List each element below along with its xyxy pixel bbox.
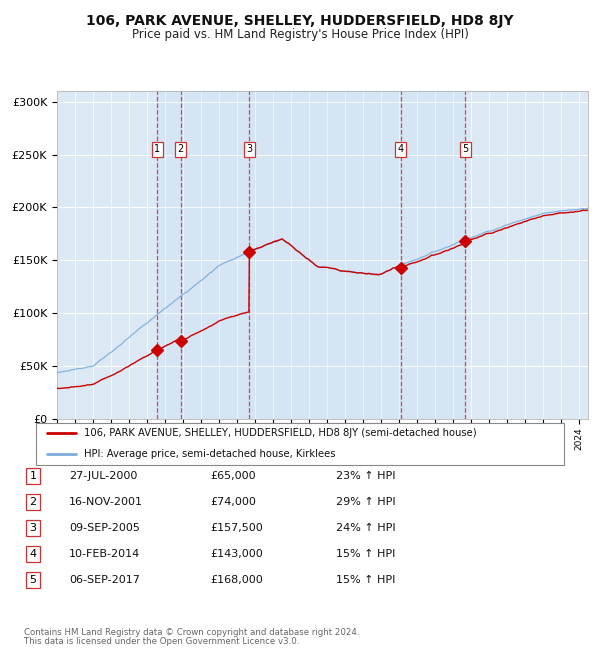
Bar xyxy=(250,91,401,419)
Text: 24% ↑ HPI: 24% ↑ HPI xyxy=(336,523,395,533)
Text: Price paid vs. HM Land Registry's House Price Index (HPI): Price paid vs. HM Land Registry's House … xyxy=(131,28,469,41)
Text: 16-NOV-2001: 16-NOV-2001 xyxy=(69,497,143,507)
Text: 23% ↑ HPI: 23% ↑ HPI xyxy=(336,471,395,481)
Text: 1: 1 xyxy=(29,471,37,481)
Text: 15% ↑ HPI: 15% ↑ HPI xyxy=(336,549,395,559)
Bar xyxy=(401,91,466,419)
Text: This data is licensed under the Open Government Licence v3.0.: This data is licensed under the Open Gov… xyxy=(24,637,299,646)
Text: 2: 2 xyxy=(178,144,184,154)
Bar xyxy=(157,91,181,419)
Text: 3: 3 xyxy=(247,144,253,154)
Text: 09-SEP-2005: 09-SEP-2005 xyxy=(69,523,140,533)
Text: Contains HM Land Registry data © Crown copyright and database right 2024.: Contains HM Land Registry data © Crown c… xyxy=(24,628,359,637)
Text: 5: 5 xyxy=(29,575,37,585)
Bar xyxy=(181,91,250,419)
Text: 1: 1 xyxy=(154,144,160,154)
Text: 29% ↑ HPI: 29% ↑ HPI xyxy=(336,497,395,507)
Text: 4: 4 xyxy=(398,144,404,154)
Text: 15% ↑ HPI: 15% ↑ HPI xyxy=(336,575,395,585)
Text: 106, PARK AVENUE, SHELLEY, HUDDERSFIELD, HD8 8JY: 106, PARK AVENUE, SHELLEY, HUDDERSFIELD,… xyxy=(86,14,514,29)
Text: £65,000: £65,000 xyxy=(210,471,256,481)
Text: £74,000: £74,000 xyxy=(210,497,256,507)
Text: £143,000: £143,000 xyxy=(210,549,263,559)
Text: HPI: Average price, semi-detached house, Kirklees: HPI: Average price, semi-detached house,… xyxy=(83,449,335,459)
FancyBboxPatch shape xyxy=(36,422,564,465)
Text: 27-JUL-2000: 27-JUL-2000 xyxy=(69,471,137,481)
Text: 4: 4 xyxy=(29,549,37,559)
Text: 10-FEB-2014: 10-FEB-2014 xyxy=(69,549,140,559)
Text: 06-SEP-2017: 06-SEP-2017 xyxy=(69,575,140,585)
Text: £157,500: £157,500 xyxy=(210,523,263,533)
Text: £168,000: £168,000 xyxy=(210,575,263,585)
Text: 3: 3 xyxy=(29,523,37,533)
Text: 106, PARK AVENUE, SHELLEY, HUDDERSFIELD, HD8 8JY (semi-detached house): 106, PARK AVENUE, SHELLEY, HUDDERSFIELD,… xyxy=(83,428,476,438)
Text: 2: 2 xyxy=(29,497,37,507)
Text: 5: 5 xyxy=(462,144,469,154)
